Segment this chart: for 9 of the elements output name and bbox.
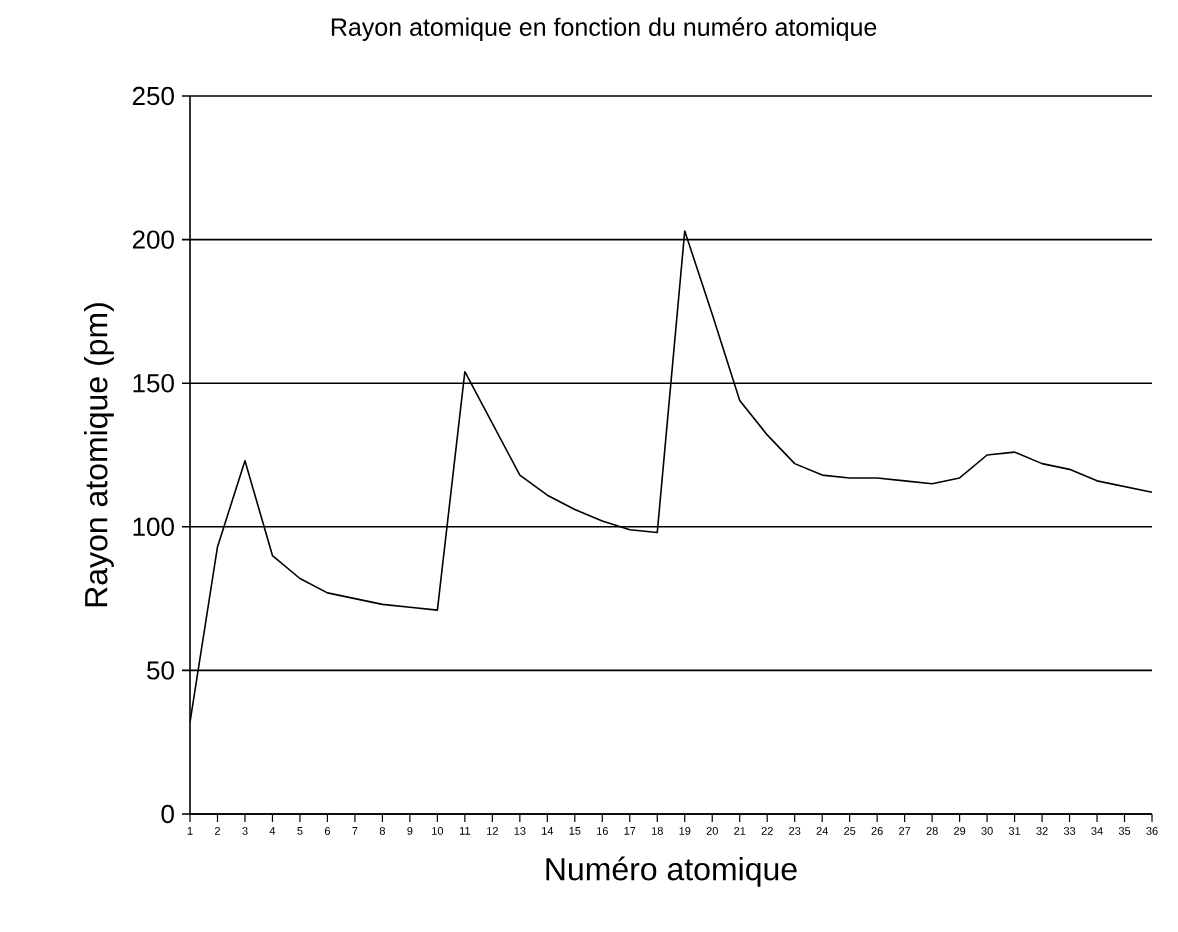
chart-title: Rayon atomique en fonction du numéro atomique xyxy=(331,17,877,41)
x-axis-title: Numéro atomique xyxy=(546,856,797,887)
y-tick-label: 100 xyxy=(133,517,174,536)
y-tick-label: 150 xyxy=(133,373,174,393)
y-tick-label: 0 xyxy=(161,804,174,824)
y-axis-title: Rayon atomique (pm) xyxy=(84,303,114,607)
y-tick-label: 50 xyxy=(147,661,174,680)
y-tick-label: 200 xyxy=(132,230,174,249)
y-tick-label: 250 xyxy=(132,86,174,106)
